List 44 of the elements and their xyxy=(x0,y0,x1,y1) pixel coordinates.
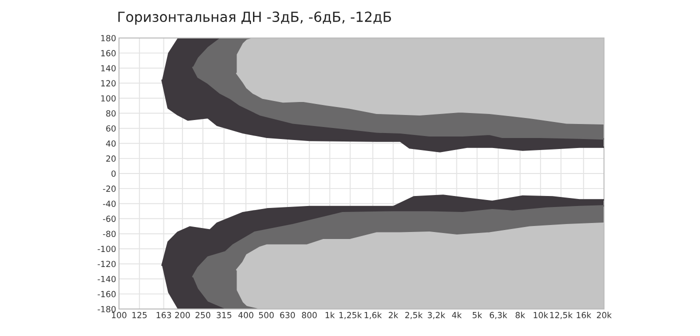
y-tick-label: 40 xyxy=(106,140,116,147)
y-tick-label: 120 xyxy=(101,80,116,86)
x-tick-label: 315 xyxy=(216,312,232,318)
y-tick-label: 100 xyxy=(101,95,116,102)
x-tick-label: 630 xyxy=(280,312,295,318)
y-tick-label: 180 xyxy=(101,34,116,42)
x-tick-label: 163 xyxy=(156,312,172,318)
x-tick-label: 2k xyxy=(388,312,398,318)
y-tick-label: 160 xyxy=(101,50,116,56)
y-tick-label: -140 xyxy=(98,276,116,282)
x-tick-label: 1,6k xyxy=(364,312,382,320)
x-tick-label: 1,25k xyxy=(339,312,362,320)
y-tick-label: -60 xyxy=(103,216,116,222)
x-tick-label: 4k xyxy=(452,312,462,318)
x-tick-label: 10k xyxy=(534,312,548,318)
x-tick-label: 16k xyxy=(576,312,592,318)
y-tick-label: -160 xyxy=(98,290,116,298)
y-tick-label: 140 xyxy=(101,65,116,72)
x-tick-label: 3,2k xyxy=(428,312,446,320)
chart-title: Горизонтальная ДН -3дБ, -6дБ, -12дБ xyxy=(118,12,391,25)
y-tick-label: 80 xyxy=(106,110,116,117)
x-tick-label: 20k xyxy=(596,312,612,318)
y-tick-label: 0 xyxy=(111,170,116,177)
x-tick-label: 200 xyxy=(175,312,190,318)
y-tick-label: -120 xyxy=(98,260,116,268)
y-tick-label: -100 xyxy=(98,246,116,252)
x-tick-label: 5k xyxy=(472,312,482,318)
x-tick-label: 6,3k xyxy=(490,312,508,320)
x-tick-label: 125 xyxy=(132,312,147,318)
x-tick-label: 500 xyxy=(259,312,274,318)
y-tick-label: -40 xyxy=(103,200,116,207)
x-tick-label: 12,5k xyxy=(550,312,573,320)
x-tick-label: 2,5k xyxy=(405,312,423,320)
y-tick-label: -80 xyxy=(103,230,116,238)
y-tick-label: -180 xyxy=(98,306,116,312)
x-tick-label: 800 xyxy=(302,312,317,318)
x-tick-label: 250 xyxy=(196,312,210,318)
x-tick-label: 8k xyxy=(516,312,526,318)
y-tick-label: -20 xyxy=(103,186,116,192)
x-tick-label: 1k xyxy=(326,312,335,318)
y-tick-label: 60 xyxy=(106,125,116,132)
x-tick-label: 100 xyxy=(112,312,126,318)
x-tick-label: 400 xyxy=(238,312,254,318)
y-tick-label: 20 xyxy=(106,155,116,162)
